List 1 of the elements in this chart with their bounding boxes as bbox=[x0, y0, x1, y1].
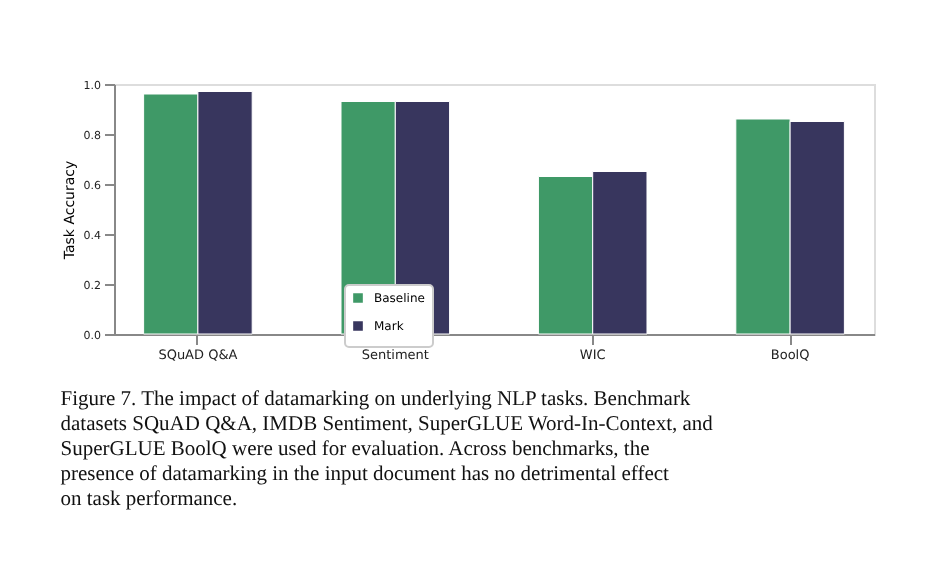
caption: Figure 7. The impact of datamarking on underlying NLP tasks. Benchmark datasets SQuAD Q&A, IMDB Sentiment, SuperGLUE Word-In-Context, and SuperGLUE BoolQ were used for evaluation. Across benchmarks, the presence of datamarking in the input document has no detrimental effect on task performance. bbox=[60, 389, 715, 511]
